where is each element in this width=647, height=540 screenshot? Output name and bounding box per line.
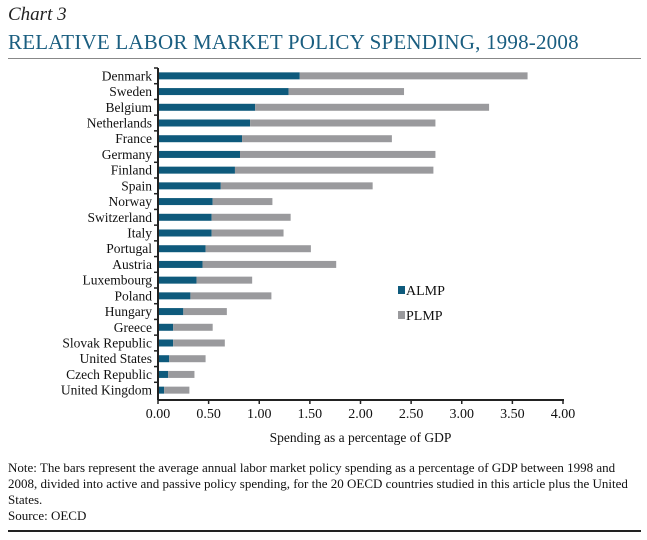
bar-almp: [158, 119, 251, 127]
bar-almp: [158, 166, 235, 174]
bar-plmp: [220, 182, 373, 190]
bar-plmp: [234, 166, 434, 174]
bar-almp: [158, 229, 212, 237]
category-label: Slovak Republic: [62, 336, 152, 351]
note-text: Note: The bars represent the average ann…: [8, 460, 628, 507]
bar-almp: [158, 370, 169, 378]
bar-plmp: [173, 339, 225, 347]
x-tick-label: 1.50: [298, 407, 323, 422]
legend-label-plmp: PLMP: [406, 309, 443, 324]
bar-plmp: [250, 119, 436, 127]
x-tick-label: 2.50: [399, 407, 424, 422]
bar-plmp: [183, 308, 227, 316]
bar-plmp: [202, 260, 337, 268]
bar-plmp: [205, 245, 311, 253]
x-tick-label: 3.00: [450, 407, 475, 422]
bar-plmp: [211, 229, 284, 237]
bar-almp: [158, 198, 213, 206]
bar-almp: [158, 213, 212, 221]
bar-plmp: [164, 386, 190, 394]
x-tick-label: 0.50: [196, 407, 221, 422]
category-label: Poland: [114, 288, 152, 303]
legend-swatch-plmp: [398, 311, 405, 319]
bar-plmp: [196, 276, 253, 284]
source-text: Source: OECD: [8, 508, 87, 523]
x-tick-label: 0.00: [146, 407, 171, 422]
category-label: Greece: [114, 320, 152, 335]
chart-title: RELATIVE LABOR MARKET POLICY SPENDING, 1…: [8, 30, 579, 54]
category-label: United Kingdom: [61, 383, 153, 398]
divider: [8, 530, 641, 532]
bar-almp: [158, 276, 197, 284]
category-label: Germany: [102, 147, 152, 162]
bar-plmp: [173, 323, 213, 331]
bar-almp: [158, 182, 221, 190]
bar-plmp: [288, 88, 405, 96]
x-tick-label: 4.00: [551, 407, 576, 422]
chart-note: Note: The bars represent the average ann…: [8, 460, 640, 524]
category-label: France: [115, 131, 152, 146]
bar-almp: [158, 72, 300, 80]
category-label: Sweden: [109, 84, 152, 99]
bar-almp: [158, 323, 174, 331]
x-tick-label: 1.00: [247, 407, 272, 422]
bar-almp: [158, 386, 165, 394]
bar-almp: [158, 103, 256, 111]
x-tick-label: 2.00: [348, 407, 373, 422]
divider: [8, 58, 641, 59]
bar-almp: [158, 308, 184, 316]
category-label: Netherlands: [87, 116, 152, 131]
bar-plmp: [212, 198, 273, 206]
chart-number: Chart 3: [8, 4, 67, 25]
category-label: Hungary: [105, 304, 152, 319]
bar-plmp: [242, 135, 392, 143]
x-tick-label: 3.50: [500, 407, 525, 422]
category-label: Norway: [109, 194, 153, 209]
category-label: United States: [80, 351, 152, 366]
bar-almp: [158, 355, 170, 363]
category-label: Luxembourg: [83, 273, 153, 288]
bar-almp: [158, 292, 191, 300]
category-label: Austria: [112, 257, 152, 272]
bar-plmp: [299, 72, 528, 80]
bar-plmp: [255, 103, 490, 111]
bar-plmp: [168, 370, 195, 378]
category-label: Spain: [121, 178, 152, 193]
category-label: Denmark: [102, 68, 152, 83]
category-label: Switzerland: [88, 210, 153, 225]
bar-almp: [158, 88, 289, 96]
bar-chart: DenmarkSwedenBelgiumNetherlandsFranceGer…: [61, 67, 576, 445]
bar-almp: [158, 245, 206, 253]
bar-plmp: [211, 213, 291, 221]
category-label: Finland: [111, 163, 153, 178]
bar-plmp: [169, 355, 206, 363]
category-label: Portugal: [106, 241, 152, 256]
category-label: Czech Republic: [66, 367, 152, 382]
bar-almp: [158, 135, 243, 143]
category-label: Belgium: [106, 100, 153, 115]
bar-plmp: [240, 150, 436, 158]
legend-label-almp: ALMP: [406, 284, 445, 299]
bar-almp: [158, 150, 241, 158]
legend-swatch-almp: [398, 286, 405, 294]
bar-plmp: [190, 292, 272, 300]
x-axis-label: Spending as a percentage of GDP: [270, 430, 452, 445]
category-label: Italy: [127, 226, 152, 241]
bar-almp: [158, 339, 174, 347]
bar-almp: [158, 260, 203, 268]
